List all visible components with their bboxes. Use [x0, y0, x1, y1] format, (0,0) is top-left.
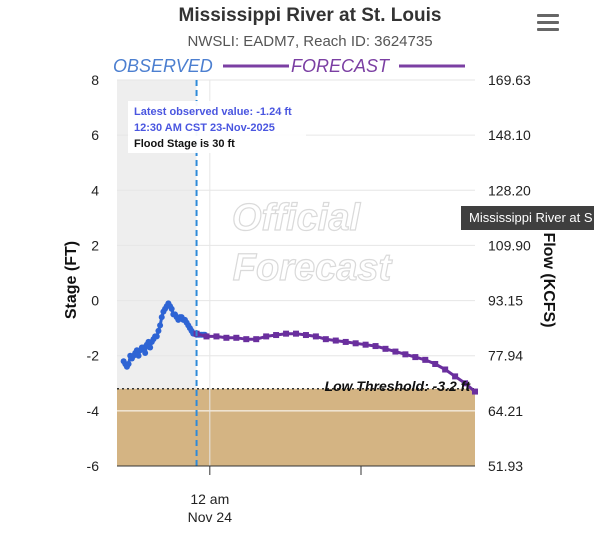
x-axis: 12 am Nov 24	[117, 465, 475, 525]
latest-observed-value: Latest observed value: -1.24 ft	[134, 106, 292, 118]
x-tick-sublabel: Nov 24	[188, 509, 233, 525]
forecast-point	[402, 351, 409, 358]
forecast-point	[253, 336, 260, 343]
y2-tick-label: 51.93	[488, 458, 523, 474]
forecast-point	[362, 341, 369, 348]
observed-point	[153, 333, 160, 340]
y-tick-label: -2	[87, 348, 100, 364]
left-axis-ticks: 8 6 4 2 0 -2 -4 -6	[87, 72, 100, 474]
y2-tick-label: 77.94	[488, 348, 523, 364]
observed-band-label: OBSERVED	[113, 56, 213, 76]
forecast-point	[392, 348, 399, 355]
watermark-line-1: Official	[232, 197, 362, 239]
forecast-point	[462, 380, 469, 387]
y2-tick-label: 109.90	[488, 237, 531, 253]
forecast-point	[302, 332, 309, 339]
latest-observed-time: 12:30 AM CST 23-Nov-2025	[134, 122, 275, 134]
forecast-point	[293, 330, 299, 337]
observed-point	[135, 352, 142, 359]
y-tick-label: 4	[91, 182, 99, 198]
forecast-point	[283, 330, 290, 337]
forecast-point	[472, 388, 478, 395]
forecast-point	[312, 333, 319, 340]
forecast-point	[342, 338, 349, 345]
forecast-point	[243, 336, 250, 343]
official-forecast-watermark: Official Forecast	[231, 196, 393, 289]
forecast-point	[442, 366, 449, 373]
forecast-point	[452, 373, 459, 380]
y-tick-label: -4	[87, 403, 100, 419]
y-tick-label: 0	[91, 293, 99, 309]
forecast-point	[233, 334, 240, 341]
low-threshold-zone	[117, 388, 475, 466]
y2-tick-label: 169.63	[488, 72, 531, 88]
y-tick-label: -6	[87, 458, 100, 474]
forecast-point	[332, 337, 339, 344]
latest-observed-info-box: Latest observed value: -1.24 ft 12:30 AM…	[128, 101, 306, 153]
y2-tick-label: 64.21	[488, 403, 523, 419]
forecast-point	[432, 360, 439, 367]
low-threshold-label: Low Threshold: -3.2 ft	[325, 378, 472, 394]
forecast-point	[273, 332, 280, 339]
forecast-point	[412, 354, 419, 361]
y2-tick-label: 128.20	[488, 182, 531, 198]
observed-point	[158, 314, 165, 321]
watermark-line-2: Forecast	[233, 247, 393, 289]
x-tick-label: 12 am	[190, 491, 229, 507]
chart-title: Mississippi River at St. Louis	[179, 5, 442, 26]
forecast-point	[223, 334, 230, 341]
observed-point	[125, 360, 132, 367]
forecast-point	[372, 343, 379, 350]
y2-tick-label: 93.15	[488, 293, 523, 309]
y-tick-label: 2	[91, 237, 99, 253]
observed-point	[147, 344, 154, 351]
observed-point	[168, 305, 175, 312]
forecast-point	[352, 340, 359, 347]
y-axis-title: Stage (FT)	[63, 241, 80, 319]
hamburger-menu-icon[interactable]	[537, 14, 559, 32]
forecast-point	[382, 345, 389, 352]
series-tooltip: Mississippi River at S	[461, 206, 594, 230]
y2-tick-label: 148.10	[488, 127, 531, 143]
observed-point	[155, 327, 162, 334]
forecast-point	[213, 333, 220, 340]
forecast-point	[203, 333, 210, 340]
y2-axis-title: Flow (KCFS)	[540, 232, 557, 327]
forecast-point	[322, 336, 329, 343]
observed-point	[142, 349, 149, 356]
forecast-point	[263, 333, 270, 340]
forecast-point	[422, 356, 429, 363]
forecast-band-label: FORECAST	[291, 56, 391, 76]
y-tick-label: 6	[91, 127, 99, 143]
flood-stage-note: Flood Stage is 30 ft	[134, 138, 235, 150]
right-axis-ticks: 169.63 148.10 128.20 109.90 93.15 77.94 64.21 5…	[488, 72, 531, 474]
chart-subtitle: NWSLI: EADM7, Reach ID: 3624735	[187, 33, 432, 50]
y-tick-label: 8	[91, 72, 99, 88]
observed-point	[157, 322, 164, 329]
